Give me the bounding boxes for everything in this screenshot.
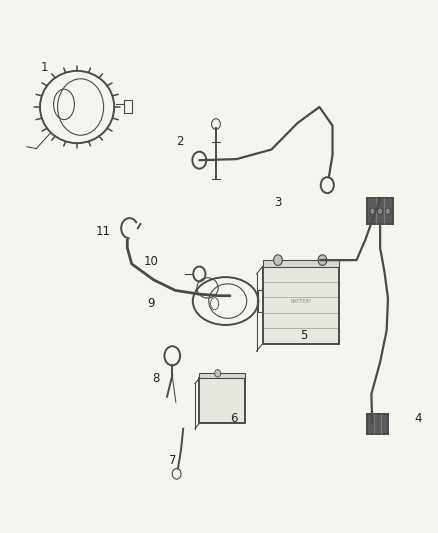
Text: 2: 2 bbox=[176, 135, 184, 148]
Bar bbox=[199, 378, 245, 423]
Circle shape bbox=[215, 369, 221, 377]
Text: 5: 5 bbox=[300, 329, 308, 342]
Bar bbox=[124, 100, 132, 114]
Circle shape bbox=[318, 255, 327, 265]
Text: 7: 7 bbox=[170, 454, 177, 467]
Circle shape bbox=[370, 208, 375, 214]
Circle shape bbox=[378, 208, 383, 214]
Text: 10: 10 bbox=[144, 255, 159, 268]
Bar bbox=[258, 290, 271, 312]
Text: 11: 11 bbox=[96, 225, 111, 238]
Text: 9: 9 bbox=[148, 297, 155, 310]
Text: 1: 1 bbox=[41, 61, 48, 74]
Circle shape bbox=[385, 208, 390, 214]
Text: 8: 8 bbox=[152, 372, 159, 385]
Text: 3: 3 bbox=[274, 196, 282, 209]
Bar bbox=[199, 373, 245, 378]
Bar bbox=[367, 414, 389, 434]
Text: 6: 6 bbox=[230, 411, 238, 424]
Text: BATTERY: BATTERY bbox=[290, 298, 311, 304]
Bar bbox=[263, 260, 339, 266]
Circle shape bbox=[274, 255, 283, 265]
Bar bbox=[263, 266, 339, 344]
Text: 4: 4 bbox=[414, 411, 421, 424]
Bar bbox=[367, 198, 393, 224]
